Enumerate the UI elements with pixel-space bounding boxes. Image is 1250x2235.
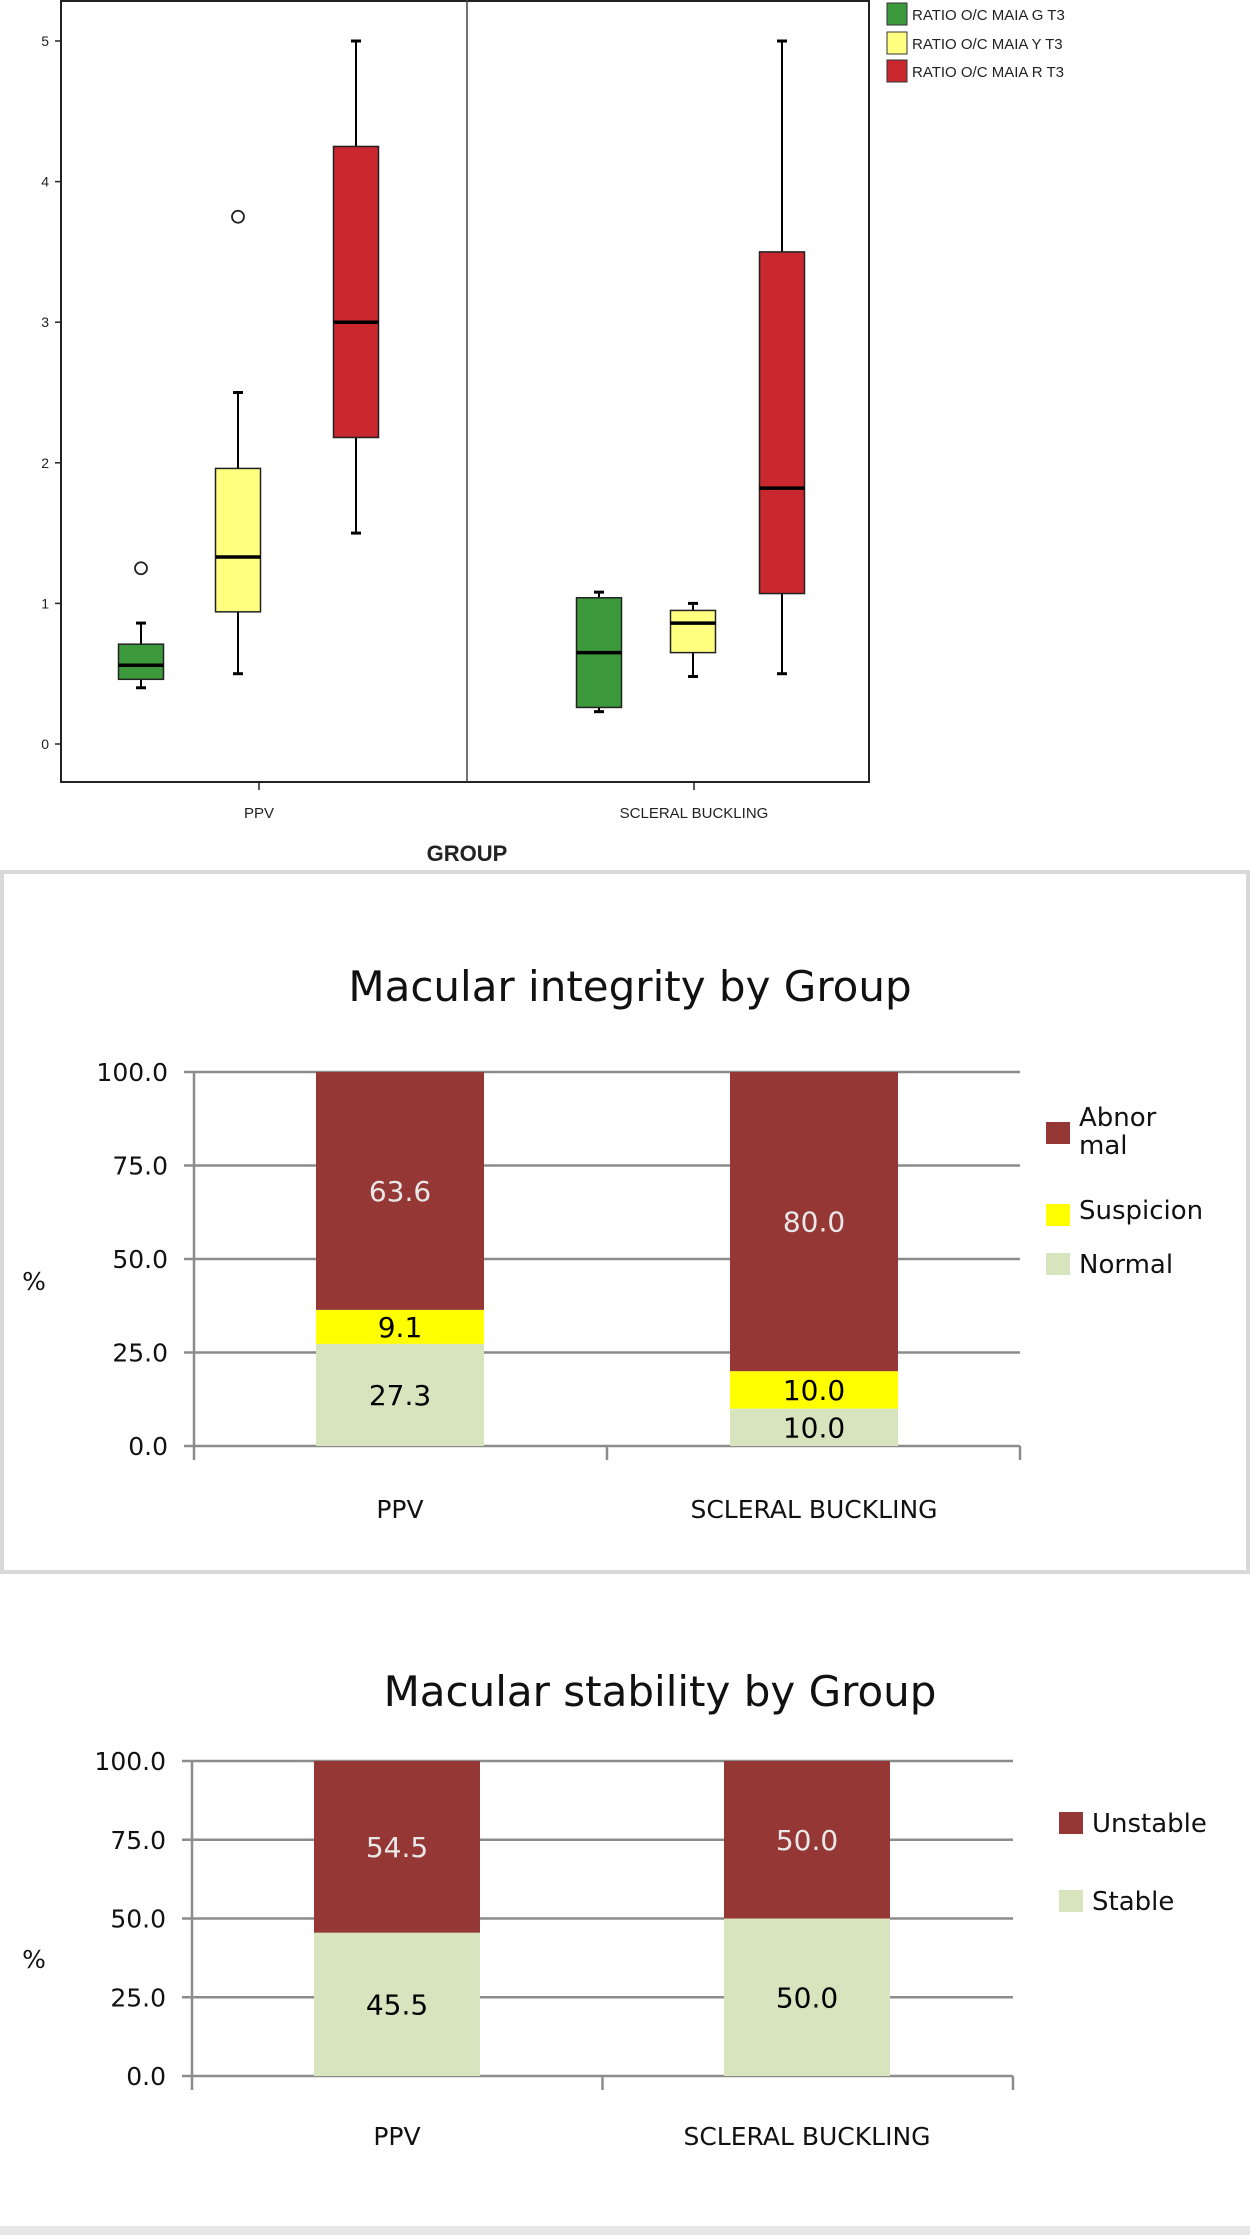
legend-swatch (1046, 1204, 1070, 1226)
y-tick-label: 2 (41, 455, 49, 471)
legend-label: RATIO O/C MAIA R T3 (912, 64, 1064, 81)
y-tick-label: 0 (41, 736, 49, 752)
bar-segment-suspicion (316, 1309, 484, 1344)
data-label: 54.5 (366, 1831, 428, 1864)
data-label: 50.0 (776, 1981, 838, 2014)
y-tick-label: 50.0 (110, 1905, 166, 1934)
x-axis-label: GROUP (427, 841, 508, 866)
box-iqr (117, 643, 165, 681)
y-tick-label: 5 (41, 33, 49, 49)
bar-segment-stable (724, 1918, 890, 2076)
y-tick-label: 25.0 (112, 1339, 168, 1368)
y-axis-label: % (22, 1267, 46, 1296)
chart-panel-border (0, 870, 1250, 1574)
box-iqr (758, 251, 806, 595)
x-tick-label: SCLERAL BUCKLING (690, 1495, 937, 1524)
x-tick-label: PPV (244, 805, 274, 822)
outlier-point (231, 209, 245, 224)
bar-segment-suspicion (730, 1371, 898, 1409)
data-label: 9.1 (378, 1311, 423, 1344)
data-label: 80.0 (783, 1206, 845, 1239)
macular-stability-chart: Macular stability by Group 0.0 25.0 50.0 75.… (0, 1667, 1250, 2235)
legend-swatch (886, 2, 908, 26)
y-tick-label: 75.0 (110, 1826, 166, 1855)
legend-label: Unstable (1092, 1809, 1207, 1839)
x-tick-label: SCLERAL BUCKLING (683, 2122, 930, 2151)
chart-title: Macular stability by Group (384, 1667, 937, 1716)
y-tick-label: 0.0 (126, 2062, 166, 2091)
chart-title: Macular integrity by Group (348, 962, 911, 1011)
legend-swatch (886, 59, 908, 83)
y-tick-label: 1 (41, 595, 49, 611)
bar-segment-stable (314, 1932, 480, 2076)
y-tick-label: 0.0 (128, 1432, 168, 1461)
macular-integrity-chart: Macular integrity by Group 0.0 25.0 50.0 75.… (0, 870, 1250, 1574)
legend-swatch (1059, 1890, 1083, 1912)
y-tick-label: 4 (41, 174, 49, 190)
x-tick-label: PPV (376, 1495, 423, 1524)
box-y-t3-1 (669, 601, 717, 679)
bar-segment-unstable (724, 1761, 890, 1919)
box-g-t3-0 (117, 561, 165, 690)
y-axis-label: % (22, 1945, 46, 1974)
y-tick-label: 100.0 (94, 1747, 166, 1776)
bar-segment-unstable (314, 1761, 480, 1933)
data-label: 50.0 (776, 1824, 838, 1857)
box-g-t3-1 (575, 590, 623, 714)
legend-swatch (1046, 1122, 1070, 1144)
y-tick-label: 75.0 (112, 1152, 168, 1181)
data-label: 45.5 (366, 1988, 428, 2021)
box-iqr (332, 145, 380, 439)
box-r-t3-0 (332, 39, 380, 535)
box-iqr (214, 467, 262, 613)
legend-label-line: Abnor (1079, 1103, 1157, 1133)
data-label: 10.0 (783, 1411, 845, 1444)
legend-label: Normal (1079, 1250, 1173, 1280)
y-tick-label: 3 (41, 314, 49, 330)
x-tick-label: SCLERAL BUCKLING (620, 805, 769, 822)
legend-swatch (1046, 1253, 1070, 1275)
outlier-point (134, 561, 148, 576)
legend-label: Abnor mal (1079, 1103, 1157, 1161)
legend-label: RATIO O/C MAIA Y T3 (912, 36, 1063, 53)
data-label: 63.6 (369, 1175, 431, 1208)
box-iqr (669, 609, 717, 654)
y-tick-label: 25.0 (110, 1983, 166, 2012)
data-label: 10.0 (783, 1374, 845, 1407)
legend-swatch (886, 31, 908, 55)
legend-label: Stable (1092, 1887, 1174, 1917)
box-y-t3-0 (214, 209, 262, 676)
bar-segment-abnormal (730, 1072, 898, 1372)
data-label: 27.3 (369, 1379, 431, 1412)
box-r-t3-1 (758, 39, 806, 676)
bar-segment-normal (316, 1343, 484, 1446)
legend-label-line: mal (1079, 1131, 1127, 1161)
chart-panel-border (0, 2226, 1250, 2235)
y-tick-label: 50.0 (112, 1245, 168, 1274)
y-tick-label: 100.0 (96, 1058, 168, 1087)
plot-frame (60, 0, 870, 783)
x-tick-label: PPV (373, 2122, 420, 2151)
boxplot-chart: 0 1 2 3 4 5 PPV SCLERAL BUCKLING GROUP RATIO O/C … (41, 0, 1065, 866)
legend-swatch (1059, 1812, 1083, 1834)
bar-segment-normal (730, 1408, 898, 1446)
legend-label: Suspicion (1079, 1196, 1203, 1226)
bar-segment-abnormal (316, 1072, 484, 1310)
legend-label: RATIO O/C MAIA G T3 (912, 7, 1065, 24)
